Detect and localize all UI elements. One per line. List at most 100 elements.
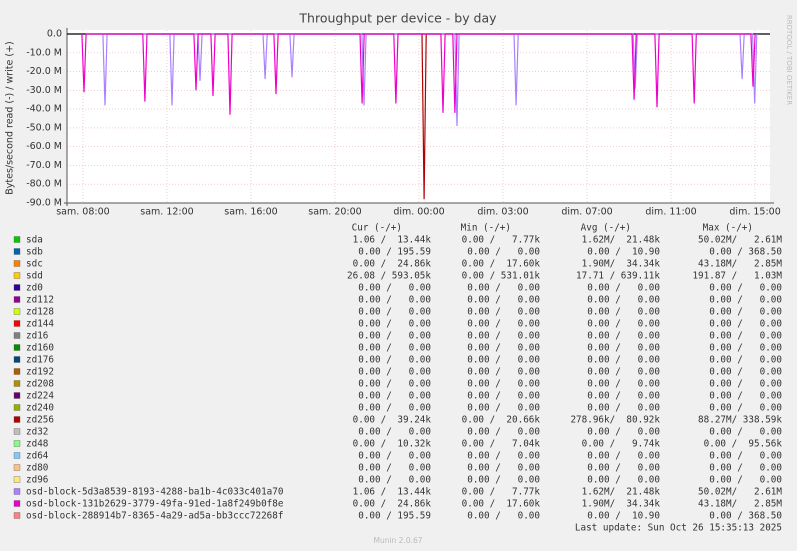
y-tick-label: -40.0 M	[26, 104, 62, 115]
legend-cur: 0.00 / 0.00	[358, 307, 431, 318]
legend-min: 0.00 / 7.77k	[462, 487, 541, 498]
legend-name: sdc	[26, 259, 43, 270]
legend-avg: 0.00 / 0.00	[587, 343, 660, 354]
series-line	[81, 33, 756, 115]
legend-min: 0.00 / 0.00	[467, 511, 540, 522]
legend-max: 0.00 / 0.00	[709, 283, 782, 294]
legend-name: zd160	[26, 343, 54, 354]
legend-min: 0.00 / 0.00	[467, 367, 540, 378]
x-tick-label: sam. 12:00	[140, 207, 193, 218]
chart-title: Throughput per device - by day	[298, 11, 497, 26]
legend-avg: 1.90M/ 34.34k	[582, 259, 661, 270]
legend-swatch	[13, 344, 21, 351]
legend-avg: 0.00 / 0.00	[587, 355, 660, 366]
legend-avg: 0.00 / 0.00	[587, 367, 660, 378]
legend-min: 0.00 / 0.00	[467, 319, 540, 330]
version: Munin 2.0.67	[373, 536, 422, 545]
legend-swatch	[13, 332, 21, 339]
legend-name: sda	[26, 235, 43, 246]
x-tick-label: dim. 11:00	[645, 207, 696, 218]
legend-swatch	[13, 416, 21, 423]
legend-min: 0.00 / 0.00	[467, 343, 540, 354]
legend-max: 191.87 / 1.03M	[692, 271, 782, 282]
y-tick-label: -60.0 M	[26, 141, 62, 152]
legend-name: zd64	[26, 451, 49, 462]
legend-swatch	[13, 464, 21, 471]
legend-min: 0.00 / 0.00	[467, 307, 540, 318]
legend-swatch	[13, 284, 21, 291]
legend-min: 0.00 / 531.01k	[462, 271, 541, 282]
legend-cur: 1.06 / 13.44k	[353, 487, 432, 498]
column-header: Min (-/+)	[461, 223, 511, 234]
legend-max: 0.00 / 0.00	[709, 319, 782, 330]
legend-cur: 0.00 / 195.59	[358, 247, 431, 258]
legend-avg: 0.00 / 0.00	[587, 463, 660, 474]
column-header: Max (-/+)	[703, 223, 753, 234]
legend-min: 0.00 / 20.66k	[462, 415, 541, 426]
legend-max: 50.02M/ 2.61M	[698, 487, 782, 498]
x-tick-label: dim. 00:00	[393, 207, 444, 218]
legend-name: zd48	[26, 439, 48, 450]
legend-cur: 0.00 / 39.24k	[353, 415, 432, 426]
legend-max: 0.00 / 0.00	[709, 295, 782, 306]
legend-min: 0.00 / 17.60k	[462, 259, 541, 270]
legend-cur: 0.00 / 0.00	[358, 451, 431, 462]
legend-cur: 0.00 / 0.00	[358, 295, 431, 306]
legend-avg: 0.00 / 0.00	[587, 283, 660, 294]
legend-cur: 0.00 / 10.32k	[353, 439, 432, 450]
legend-name: zd144	[26, 319, 54, 330]
legend-max: 0.00 / 0.00	[709, 475, 782, 486]
legend-max: 88.27M/ 338.59k	[698, 415, 782, 426]
legend-cur: 0.00 / 195.59	[358, 511, 431, 522]
legend-swatch	[13, 272, 21, 279]
legend-min: 0.00 / 0.00	[467, 427, 540, 438]
y-tick-label: -30.0 M	[26, 85, 62, 96]
legend-max: 0.00 / 0.00	[709, 307, 782, 318]
legend-cur: 0.00 / 0.00	[358, 343, 431, 354]
column-header: Avg (-/+)	[581, 223, 631, 234]
legend-avg: 0.00 / 0.00	[587, 451, 660, 462]
legend-name: zd256	[26, 415, 54, 426]
x-tick-label: sam. 16:00	[224, 207, 277, 218]
plot-area	[67, 30, 770, 203]
legend-avg: 0.00 / 0.00	[587, 475, 660, 486]
legend-swatch	[13, 500, 21, 507]
y-tick-label: -70.0 M	[26, 160, 62, 171]
legend-avg: 17.71 / 639.11k	[576, 271, 660, 282]
legend-max: 0.00 / 0.00	[709, 391, 782, 402]
legend-max: 0.00 / 0.00	[709, 403, 782, 414]
legend-cur: 0.00 / 24.86k	[353, 259, 432, 270]
legend-cur: 0.00 / 0.00	[358, 331, 431, 342]
legend-name: zd32	[26, 427, 48, 438]
legend-avg: 0.00 / 9.74k	[582, 439, 661, 450]
legend-swatch	[13, 452, 21, 459]
legend-name: zd224	[26, 391, 54, 402]
legend-cur: 0.00 / 0.00	[358, 475, 431, 486]
y-axis-label: Bytes/second read (-) / write (+)	[5, 41, 16, 195]
legend-name: zd96	[26, 475, 48, 486]
legend-max: 0.00 / 0.00	[709, 367, 782, 378]
legend-avg: 0.00 / 0.00	[587, 295, 660, 306]
legend-cur: 0.00 / 0.00	[358, 427, 431, 438]
y-tick-label: -80.0 M	[26, 179, 62, 190]
y-tick-label: -50.0 M	[26, 122, 62, 133]
y-tick-label: 0.0	[47, 29, 62, 40]
footer: Last update: Sun Oct 26 15:35:13 2025	[575, 523, 782, 534]
legend-cur: 0.00 / 24.86k	[353, 499, 432, 510]
legend-min: 0.00 / 17.60k	[462, 499, 541, 510]
legend-min: 0.00 / 0.00	[467, 451, 540, 462]
legend-name: osd-block-288914b7-8365-4a29-ad5a-bb3ccc…	[26, 511, 283, 522]
x-tick-label: dim. 07:00	[561, 207, 612, 218]
legend-min: 0.00 / 7.04k	[462, 439, 541, 450]
legend-swatch	[13, 380, 21, 387]
legend-max: 0.00 / 368.50	[709, 247, 782, 258]
legend-swatch	[13, 236, 21, 243]
legend-name: zd0	[26, 283, 43, 294]
legend-swatch	[13, 392, 21, 399]
legend-min: 0.00 / 0.00	[467, 475, 540, 486]
legend-name: sdd	[26, 271, 43, 282]
legend-max: 0.00 / 0.00	[709, 343, 782, 354]
legend-name: zd128	[26, 307, 54, 318]
legend-min: 0.00 / 0.00	[467, 247, 540, 258]
x-tick-label: sam. 08:00	[56, 207, 109, 218]
